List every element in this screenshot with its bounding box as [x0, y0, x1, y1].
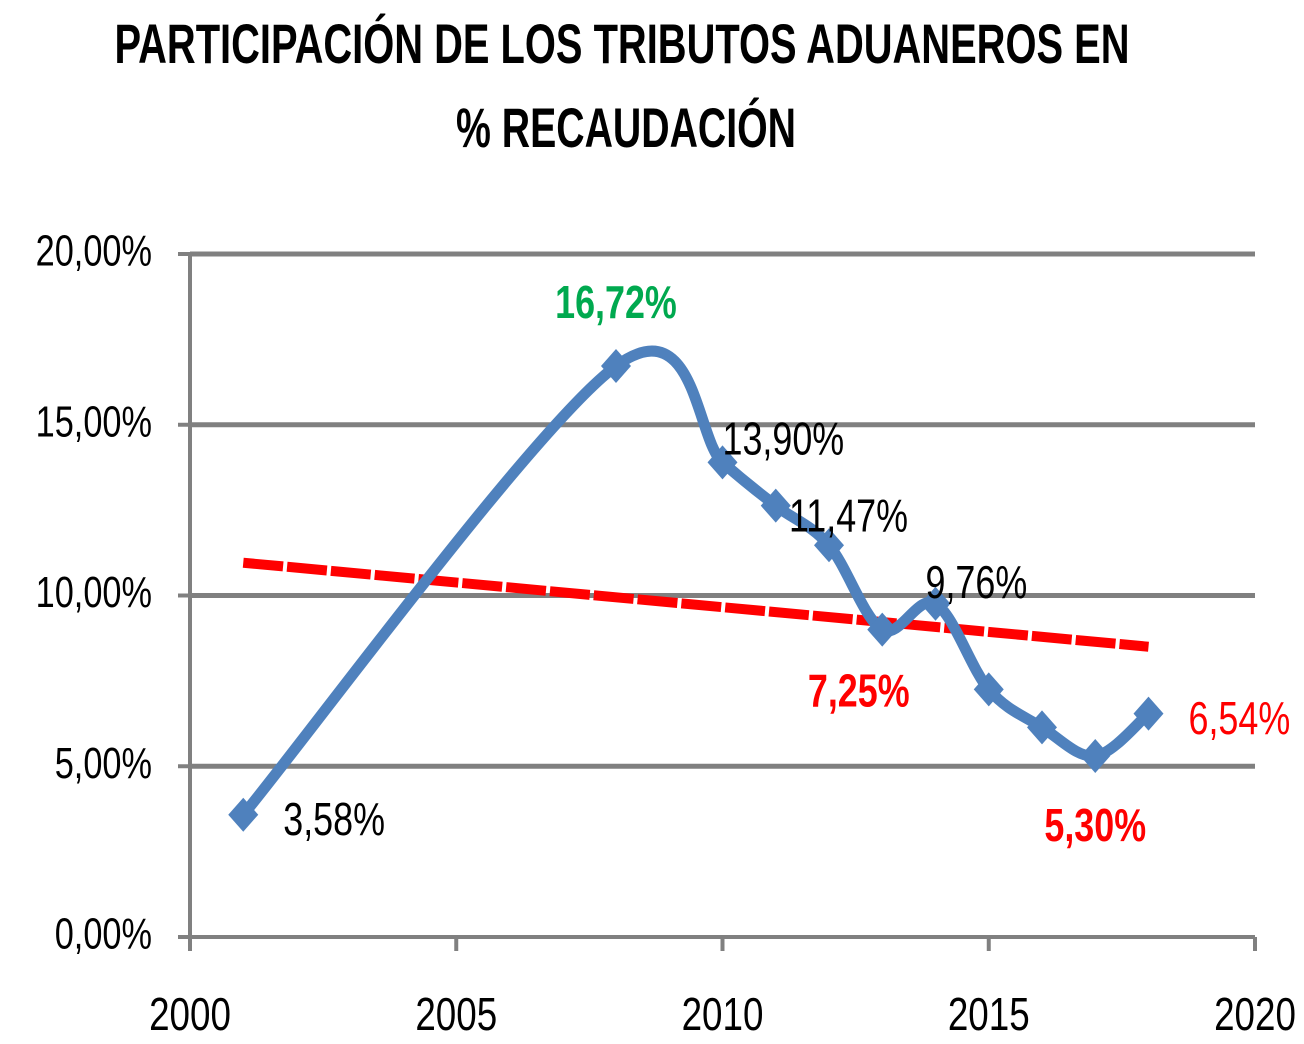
y-tick-label: 15,00% [36, 397, 152, 446]
y-tick-label: 5,00% [55, 739, 152, 788]
data-label: 16,72% [555, 277, 677, 328]
marker [707, 445, 738, 480]
trendline [242, 557, 1149, 652]
x-tick-label: 2015 [948, 988, 1030, 1040]
marker [867, 612, 898, 647]
marker [601, 349, 631, 384]
data-label: 5,30% [1044, 800, 1146, 851]
data-label: 3,58% [283, 794, 385, 845]
marker [760, 488, 791, 523]
marker [814, 528, 844, 563]
data-label: 7,25% [808, 665, 910, 716]
x-tick-label: 2000 [149, 988, 231, 1040]
x-tick-label: 2020 [1214, 988, 1296, 1040]
chart-title: PARTICIPACIÓN DE LOS TRIBUTOS ADUANEROS … [115, 12, 1130, 75]
y-tick-label: 0,00% [55, 910, 152, 959]
marker [228, 797, 259, 832]
data-label: 6,54% [1189, 693, 1291, 744]
marker [1027, 710, 1057, 745]
x-tick-label: 2010 [682, 988, 764, 1040]
data-label: 9,76% [926, 557, 1028, 608]
y-tick-label: 10,00% [36, 568, 152, 617]
chart-title: % RECAUDACIÓN [456, 96, 796, 159]
y-tick-label: 20,00% [36, 227, 152, 276]
marker [1080, 739, 1111, 774]
marker [920, 586, 951, 621]
marker [1133, 696, 1164, 731]
marker [973, 672, 1004, 707]
data-label: 11,47% [789, 490, 908, 541]
data-label: 13,90% [722, 413, 844, 464]
x-tick-label: 2005 [415, 988, 497, 1040]
